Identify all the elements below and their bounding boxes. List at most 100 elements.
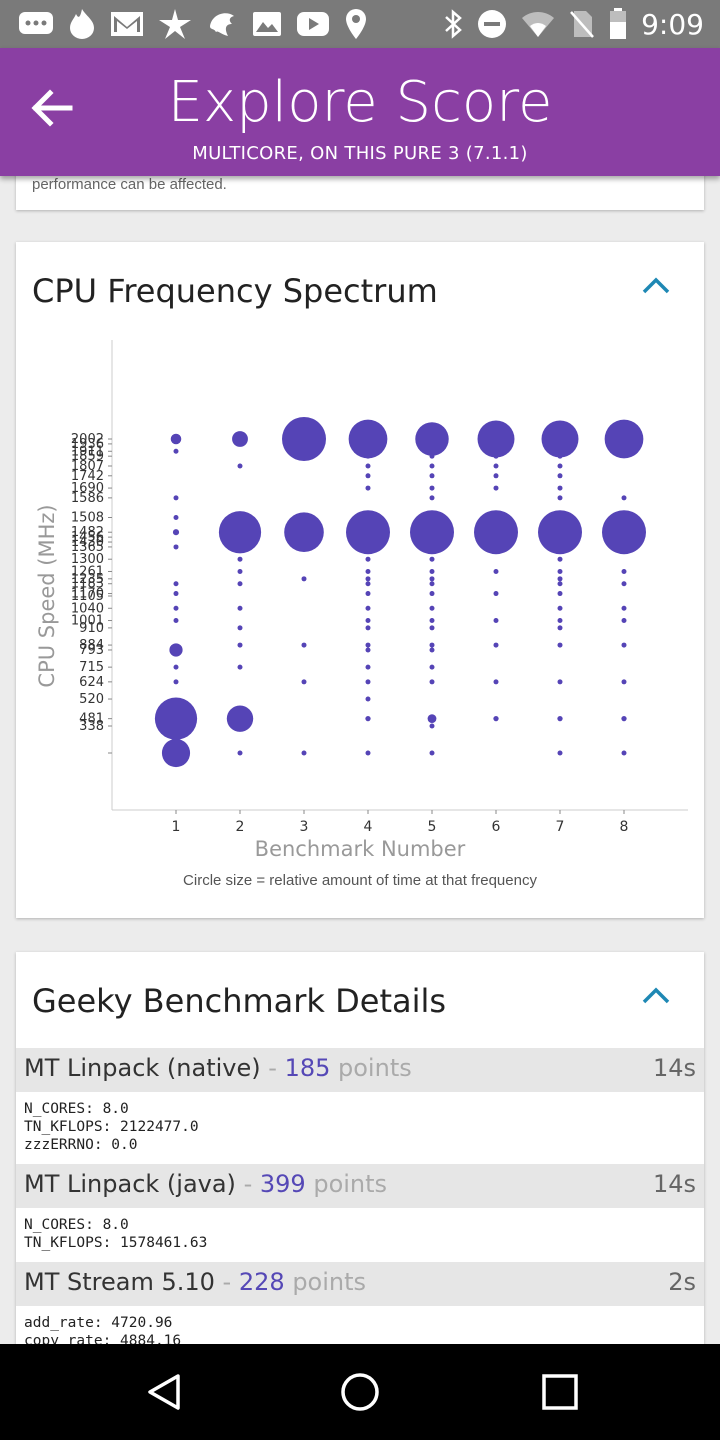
data-point <box>493 679 499 685</box>
y-tick-label: 1365 <box>71 540 104 555</box>
geeky-details-card: Geeky Benchmark Details MT Linpack (nati… <box>16 952 704 1344</box>
data-point <box>429 568 435 574</box>
data-point <box>365 576 371 582</box>
data-point <box>621 495 627 501</box>
nav-back-icon[interactable] <box>144 1372 184 1412</box>
data-point <box>621 618 627 624</box>
y-tick-label: 715 <box>79 660 104 675</box>
nav-recents-icon[interactable] <box>540 1372 580 1412</box>
y-tick-label: 1690 <box>71 481 104 496</box>
detail-line: zzzERRNO: 0.0 <box>24 1137 138 1153</box>
data-point <box>365 679 371 685</box>
data-point <box>429 495 435 501</box>
data-point <box>557 618 563 624</box>
y-tick-label: 1430 <box>71 535 104 550</box>
benchmark-title: MT Linpack (native) <box>24 1054 261 1082</box>
data-point <box>173 448 179 454</box>
data-point <box>237 568 243 574</box>
data-point <box>365 605 371 611</box>
detail-line: copy_rate: 4884.16 <box>24 1333 182 1344</box>
collapse-chevron-icon[interactable] <box>638 274 674 298</box>
data-point <box>348 419 388 459</box>
points-label: points <box>292 1268 367 1296</box>
benchmark-row-header[interactable]: MT Linpack (java) - 399 points 14s <box>16 1164 704 1208</box>
data-point <box>172 529 180 536</box>
data-point <box>365 463 371 469</box>
data-point <box>301 576 307 582</box>
image-icon <box>253 12 281 36</box>
x-tick-label: 8 <box>620 819 629 835</box>
x-tick-label: 6 <box>492 819 501 835</box>
chart-caption: Circle size = relative amount of time at… <box>183 872 537 889</box>
data-point <box>301 679 307 685</box>
data-point <box>557 485 563 491</box>
y-tick-label: 1183 <box>71 577 104 592</box>
collapse-chevron-icon[interactable] <box>638 984 674 1008</box>
data-point <box>493 568 499 574</box>
data-point <box>173 591 179 597</box>
data-point <box>429 576 435 582</box>
data-point <box>621 642 627 648</box>
app-bar: Explore Score MULTICORE, ON THIS PURE 3 … <box>0 48 720 176</box>
data-point <box>365 664 371 670</box>
data-point <box>621 605 627 611</box>
data-point <box>427 714 437 724</box>
data-point <box>365 581 371 587</box>
info-card: performance can be affected. <box>16 176 704 210</box>
data-point <box>173 581 179 587</box>
y-axis-label: CPU Speed (MHz) <box>35 504 59 687</box>
data-point <box>557 495 563 501</box>
data-point <box>493 453 499 459</box>
separator: - <box>268 1054 277 1082</box>
data-point <box>429 485 435 491</box>
data-point <box>493 485 499 491</box>
y-tick-label: 1170 <box>71 587 104 602</box>
benchmark-row-header[interactable]: MT Linpack (native) - 185 points 14s <box>16 1048 704 1092</box>
data-point <box>493 591 499 597</box>
data-point <box>301 750 307 756</box>
data-point <box>232 431 248 447</box>
data-point <box>557 750 563 756</box>
notification-icons <box>18 6 368 42</box>
benchmark-title: MT Stream 5.10 <box>24 1268 215 1296</box>
x-tick-label: 7 <box>556 819 565 835</box>
nav-home-icon[interactable] <box>340 1372 380 1412</box>
x-axis-label: Benchmark Number <box>255 837 466 861</box>
data-point <box>557 576 563 582</box>
y-tick-label: 1508 <box>71 511 104 526</box>
y-tick-label: 884 <box>79 638 104 653</box>
back-arrow-icon[interactable] <box>30 86 74 130</box>
benchmark-row-header[interactable]: MT Stream 5.10 - 228 points 2s <box>16 1262 704 1306</box>
benchmark-details: N_CORES: 8.0 TN_KFLOPS: 1578461.63 <box>24 1216 207 1252</box>
data-point <box>429 605 435 611</box>
data-point <box>282 417 326 461</box>
y-tick-label: 1105 <box>71 589 104 604</box>
data-point <box>493 463 499 469</box>
data-point <box>621 750 627 756</box>
data-point <box>429 556 435 562</box>
scroll-content[interactable]: performance can be affected. CPU Frequen… <box>0 176 720 1344</box>
data-point <box>237 556 243 562</box>
info-card-text: performance can be affected. <box>32 176 227 193</box>
data-point <box>557 473 563 479</box>
benchmark-name: MT Linpack (java) - 399 points <box>24 1170 387 1198</box>
data-point <box>474 510 518 555</box>
benchmark-points: 399 <box>259 1170 306 1198</box>
y-tick-label: 1936 <box>71 437 104 452</box>
benchmark-time: 2s <box>668 1268 696 1296</box>
gmail-icon <box>111 12 143 36</box>
data-point <box>365 647 371 653</box>
data-point <box>365 618 371 624</box>
separator: - <box>243 1170 253 1198</box>
data-point <box>365 591 371 597</box>
data-point <box>621 716 627 722</box>
data-point <box>237 750 243 756</box>
page-title: Explore Score <box>167 70 553 135</box>
data-point <box>237 581 243 587</box>
data-point <box>169 643 183 657</box>
x-tick-label: 1 <box>172 819 181 835</box>
cpu-card-title: CPU Frequency Spectrum <box>32 272 438 310</box>
data-point <box>557 642 563 648</box>
y-tick-label: 1482 <box>71 525 104 540</box>
data-point <box>429 591 435 597</box>
